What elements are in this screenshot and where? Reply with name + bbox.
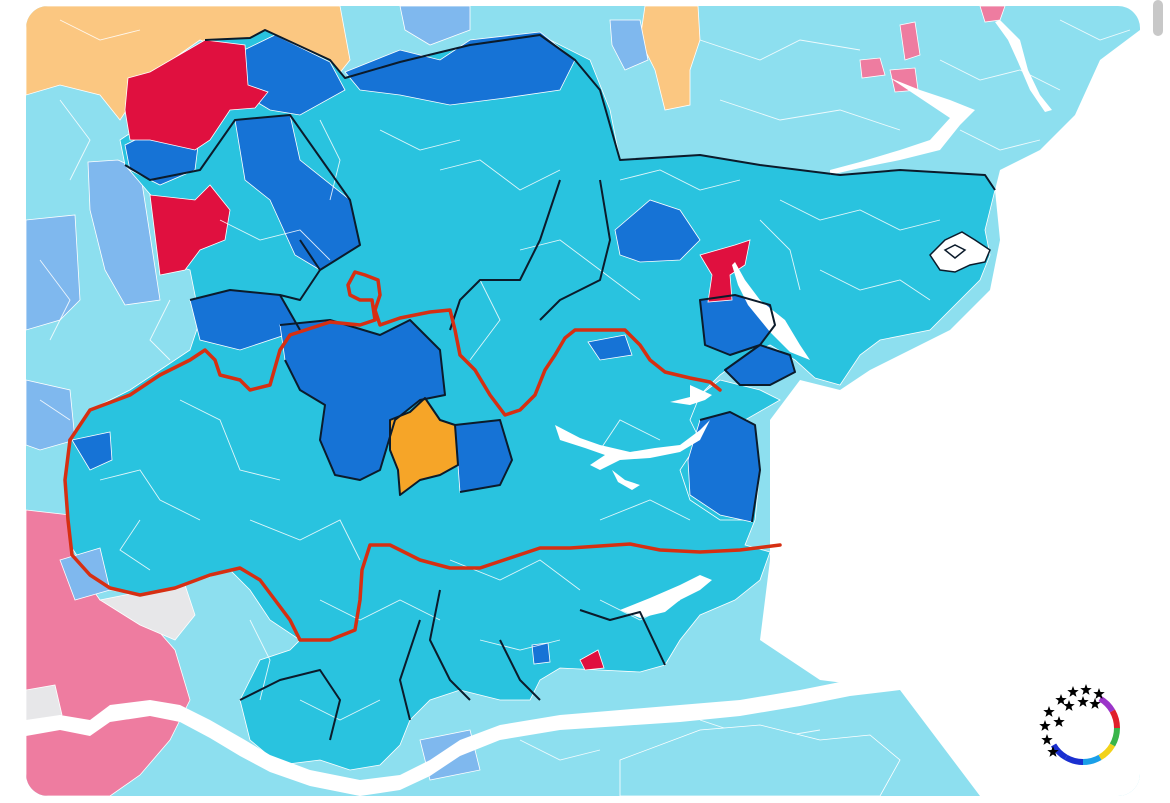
logo-ring-segment	[1064, 754, 1084, 765]
logo-star-icon	[1093, 688, 1105, 699]
region-south-labour	[579, 649, 605, 671]
constituency-borders	[63, 270, 782, 642]
region-ne-pink	[899, 21, 921, 61]
logo-ring-segment	[1098, 695, 1116, 713]
logo-star-icon	[1089, 698, 1101, 709]
scrollbar-thumb[interactable]	[1153, 0, 1163, 36]
map-card	[26, 6, 1140, 796]
region-harlow-labour	[124, 39, 269, 151]
logo-star-icon	[1053, 716, 1065, 727]
sea-east	[760, 6, 1140, 796]
river-roach	[620, 575, 712, 618]
logo-star-icon	[1043, 706, 1055, 717]
region-sw-light-blue	[59, 547, 111, 601]
land-south-east	[619, 724, 901, 796]
region-colchester-labour	[699, 239, 751, 303]
logo-star-icon	[1077, 696, 1089, 707]
region-north-light-blue-2	[609, 19, 649, 71]
river-crouch	[555, 420, 710, 470]
region-ne-pink-2	[859, 57, 886, 79]
logo-star-icon	[1039, 720, 1051, 731]
region-west-labour	[149, 184, 231, 276]
logo-star-icon	[1047, 746, 1059, 757]
river-orwell	[995, 20, 1052, 112]
region-colchester-conservative	[614, 199, 701, 263]
logo-ring-segment	[1109, 727, 1120, 747]
logo-ring-segment	[1050, 743, 1068, 761]
logo-star-icon	[1080, 684, 1092, 695]
logo-star-icon	[1041, 734, 1053, 745]
river-thames	[26, 676, 900, 796]
region-west-light-blue-2	[26, 214, 81, 331]
logo-ring-segment	[1109, 709, 1120, 729]
river-blackwater	[670, 385, 712, 405]
region-north-conservative	[344, 31, 576, 106]
logo-ring-segment	[1082, 754, 1102, 765]
region-south-woodham	[587, 334, 633, 361]
river-crouch-2	[612, 470, 640, 490]
region-west-small-conservative	[71, 431, 113, 471]
region-north-light-blue	[399, 6, 471, 46]
logo-ring-segment	[1098, 743, 1116, 761]
walton-backwaters	[929, 231, 991, 273]
region-west-light-blue-3	[26, 379, 76, 451]
logo-star-icon	[1063, 700, 1075, 711]
river-stour	[830, 78, 975, 175]
region-west-light-blue	[87, 159, 161, 306]
logo-star-icon	[1055, 694, 1067, 705]
logo-star-icon	[1067, 686, 1079, 697]
logo-stars-ring-icon	[1039, 684, 1120, 765]
region-canvey-conservative	[531, 642, 551, 665]
district-borders	[124, 29, 996, 741]
